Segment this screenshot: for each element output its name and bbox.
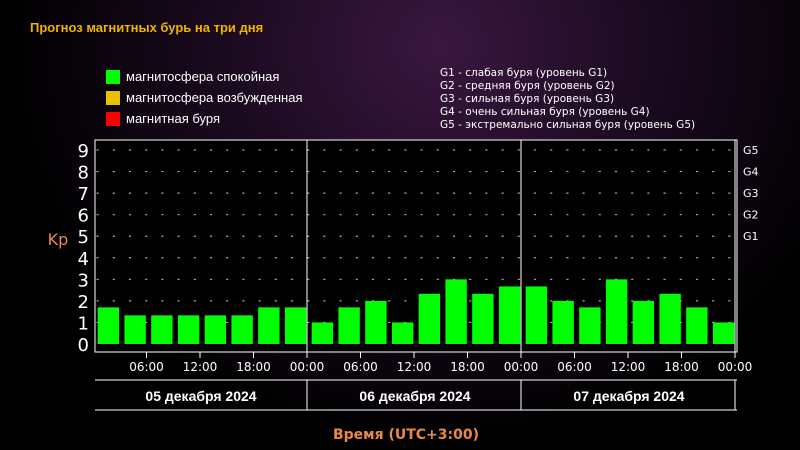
plot-frame bbox=[94, 139, 738, 353]
kp-bar bbox=[124, 315, 146, 344]
y-tick-label: 2 bbox=[78, 292, 89, 313]
kp-bar bbox=[284, 307, 307, 344]
x-tick-label: 00:00 bbox=[290, 360, 325, 374]
legend-label-quiet: магнитосфера спокойная bbox=[126, 69, 280, 84]
storm-level-g5: G5 - экстремально сильная буря (уровень … bbox=[440, 119, 696, 131]
storm-level-g3: G3 - сильная буря (уровень G3) bbox=[440, 93, 615, 105]
g-level-tick: G5 bbox=[743, 144, 759, 157]
y-tick-label: 5 bbox=[78, 227, 89, 248]
x-tick-label: 06:00 bbox=[129, 360, 164, 374]
kp-bar bbox=[632, 300, 655, 344]
kp-bar bbox=[525, 286, 548, 344]
kp-bar bbox=[338, 307, 360, 344]
x-tick-label: 00:00 bbox=[718, 360, 753, 374]
y-tick-label: 6 bbox=[78, 206, 89, 227]
kp-bar bbox=[231, 315, 253, 344]
kp-bar bbox=[712, 322, 735, 344]
legend-label-storm: магнитная буря bbox=[126, 111, 221, 126]
kp-bar bbox=[391, 322, 414, 344]
g-level-tick: G4 bbox=[743, 166, 759, 179]
x-tick-label: 18:00 bbox=[450, 360, 485, 374]
storm-level-g2: G2 - средняя буря (уровень G2) bbox=[440, 80, 615, 92]
x-tick-label: 18:00 bbox=[236, 360, 271, 374]
y-tick-label: 4 bbox=[78, 249, 89, 270]
storm-level-g4: G4 - очень сильная буря (уровень G4) bbox=[440, 106, 650, 118]
x-axis-label: Время (UTC+3:00) bbox=[333, 427, 479, 443]
kp-bar bbox=[472, 293, 494, 344]
kp-bar bbox=[498, 286, 521, 344]
g-level-tick: G1 bbox=[743, 230, 759, 243]
x-tick-label: 06:00 bbox=[557, 360, 592, 374]
kp-bar bbox=[311, 322, 334, 344]
kp-bar bbox=[445, 279, 467, 344]
kp-bar bbox=[365, 300, 387, 344]
kp-bar bbox=[552, 300, 574, 344]
g-level-tick: G3 bbox=[743, 187, 759, 200]
x-tick-label: 18:00 bbox=[664, 360, 699, 374]
legend-item-quiet: магнитосфера спокойная bbox=[106, 66, 303, 87]
kp-bar bbox=[686, 307, 708, 344]
kp-bar bbox=[258, 307, 280, 344]
x-tick-label: 12:00 bbox=[611, 360, 646, 374]
page-title: Прогноз магнитных бурь на три дня bbox=[30, 20, 264, 35]
day-label: 07 декабря 2024 bbox=[573, 388, 684, 404]
kp-bar bbox=[97, 307, 120, 344]
g-level-tick: G2 bbox=[743, 209, 759, 222]
y-tick-label: 3 bbox=[78, 270, 89, 291]
storm-level-legend: G1 - слабая буря (уровень G1) G2 - средн… bbox=[440, 67, 695, 132]
storm-level-g1: G1 - слабая буря (уровень G1) bbox=[440, 67, 608, 79]
x-tick-label: 00:00 bbox=[504, 360, 539, 374]
kp-bar bbox=[418, 293, 441, 344]
kp-legend: магнитосфера спокойная магнитосфера возб… bbox=[106, 66, 303, 129]
y-tick-label: 7 bbox=[78, 184, 89, 205]
legend-item-storm: магнитная буря bbox=[106, 108, 303, 129]
y-tick-label: 8 bbox=[78, 163, 89, 184]
day-label: 05 декабря 2024 bbox=[145, 388, 256, 404]
kp-bar bbox=[605, 279, 628, 344]
x-tick-label: 12:00 bbox=[183, 360, 218, 374]
y-axis-label: Kp bbox=[48, 230, 69, 249]
legend-swatch-excited bbox=[106, 90, 120, 105]
x-tick-label: 06:00 bbox=[343, 360, 378, 374]
legend-label-excited: магнитосфера возбужденная bbox=[126, 90, 303, 105]
legend-item-excited: магнитосфера возбужденная bbox=[106, 87, 303, 108]
legend-swatch-storm bbox=[106, 111, 120, 126]
y-tick-label: 9 bbox=[78, 141, 89, 162]
kp-bar bbox=[151, 315, 173, 344]
kp-bar bbox=[659, 293, 681, 344]
y-tick-label: 0 bbox=[78, 335, 89, 356]
kp-bar bbox=[177, 315, 200, 344]
kp-bar bbox=[204, 315, 227, 344]
kp-bar bbox=[579, 307, 601, 344]
day-label: 06 декабря 2024 bbox=[359, 388, 470, 404]
x-tick-label: 12:00 bbox=[397, 360, 432, 374]
legend-swatch-quiet bbox=[106, 69, 120, 84]
y-tick-label: 1 bbox=[78, 313, 89, 334]
